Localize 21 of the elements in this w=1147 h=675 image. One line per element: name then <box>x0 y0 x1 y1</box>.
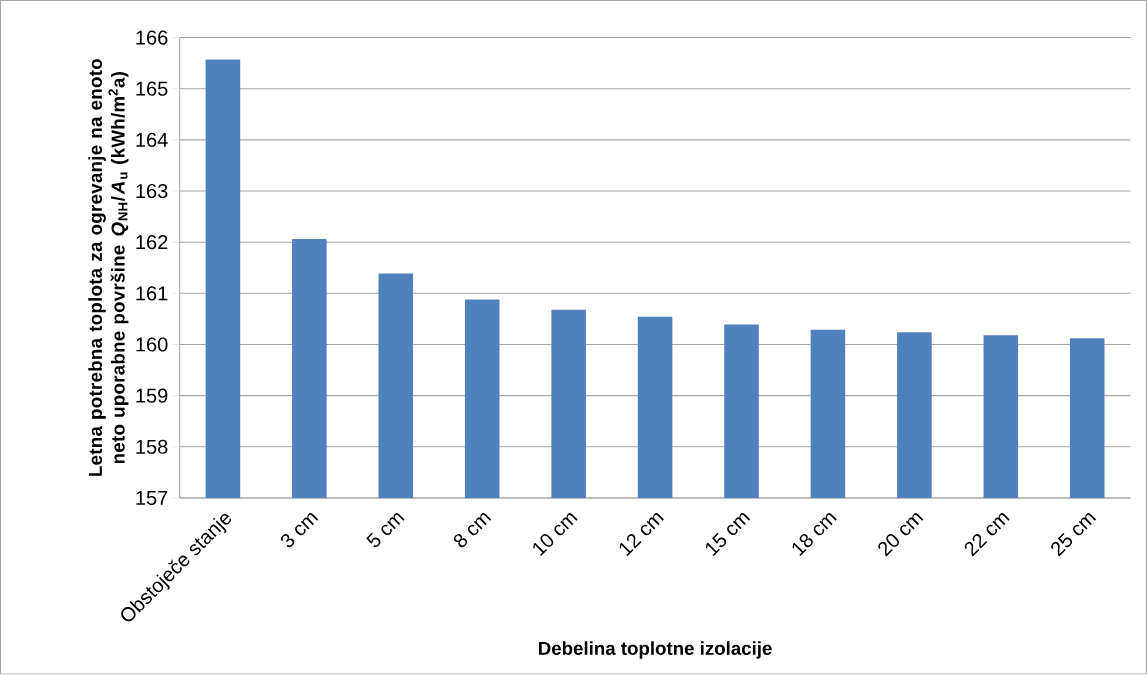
y-tick-label: 157 <box>136 491 168 506</box>
y-tick-label: 163 <box>136 184 168 199</box>
y-tick-label: 164 <box>136 132 168 148</box>
y-tick-label: 161 <box>136 286 168 301</box>
x-tick-label: 10 cm <box>533 513 578 557</box>
x-tick-label: 22 cm <box>964 513 1010 557</box>
x-tick-label: 18 cm <box>792 513 837 557</box>
x-tick-label: 20 cm <box>878 513 924 557</box>
y-tick-label: 166 <box>136 30 168 45</box>
x-tick-label: 3 cm <box>281 513 319 548</box>
x-axis-title: Debelina toplotne izolacije <box>539 641 772 659</box>
y-tick-label: 162 <box>136 235 168 250</box>
x-tick-label: 5 cm <box>366 513 405 548</box>
x-tick-label: 15 cm <box>705 513 751 557</box>
x-tick-label: 25 cm <box>1051 513 1097 557</box>
x-tick-label: 8 cm <box>453 513 492 548</box>
x-tick-label: 12 cm <box>619 513 664 557</box>
y-tick-label: 158 <box>136 439 168 455</box>
y-tick-label: 160 <box>136 337 168 352</box>
y-tick-label: 165 <box>136 81 168 96</box>
y-tick-label: 159 <box>136 388 168 403</box>
